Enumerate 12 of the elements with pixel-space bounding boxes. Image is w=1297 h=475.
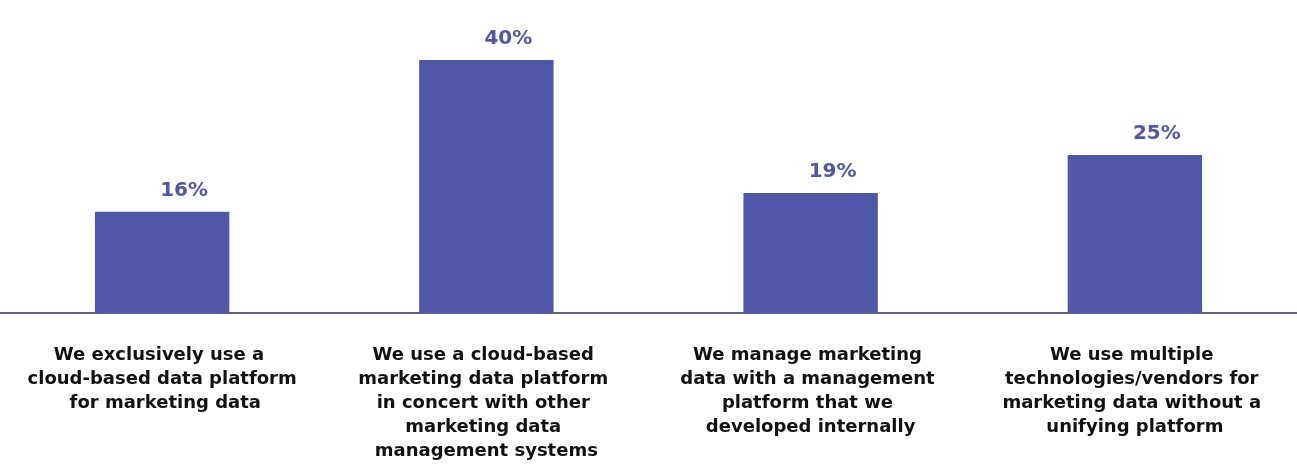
data-label: 40% <box>484 25 533 49</box>
x-tick-label: We use multiple technologies/vendors for marketing data without a unifying platform <box>1002 342 1268 436</box>
bar <box>1067 154 1203 313</box>
data-label: 16% <box>160 176 209 201</box>
bar <box>94 211 230 313</box>
data-label: 19% <box>808 157 857 182</box>
bar <box>419 59 554 314</box>
x-tick-label: We use a cloud-based marketing data platform in concert with other marketing data management systems <box>358 342 615 460</box>
x-tick-label: We manage marketing data with a management platform that we developed internally <box>680 342 941 436</box>
x-tick-label: We exclusively use a cloud-based data platform for marketing data <box>27 342 297 412</box>
bar <box>743 192 878 313</box>
data-label: 25% <box>1132 119 1181 144</box>
